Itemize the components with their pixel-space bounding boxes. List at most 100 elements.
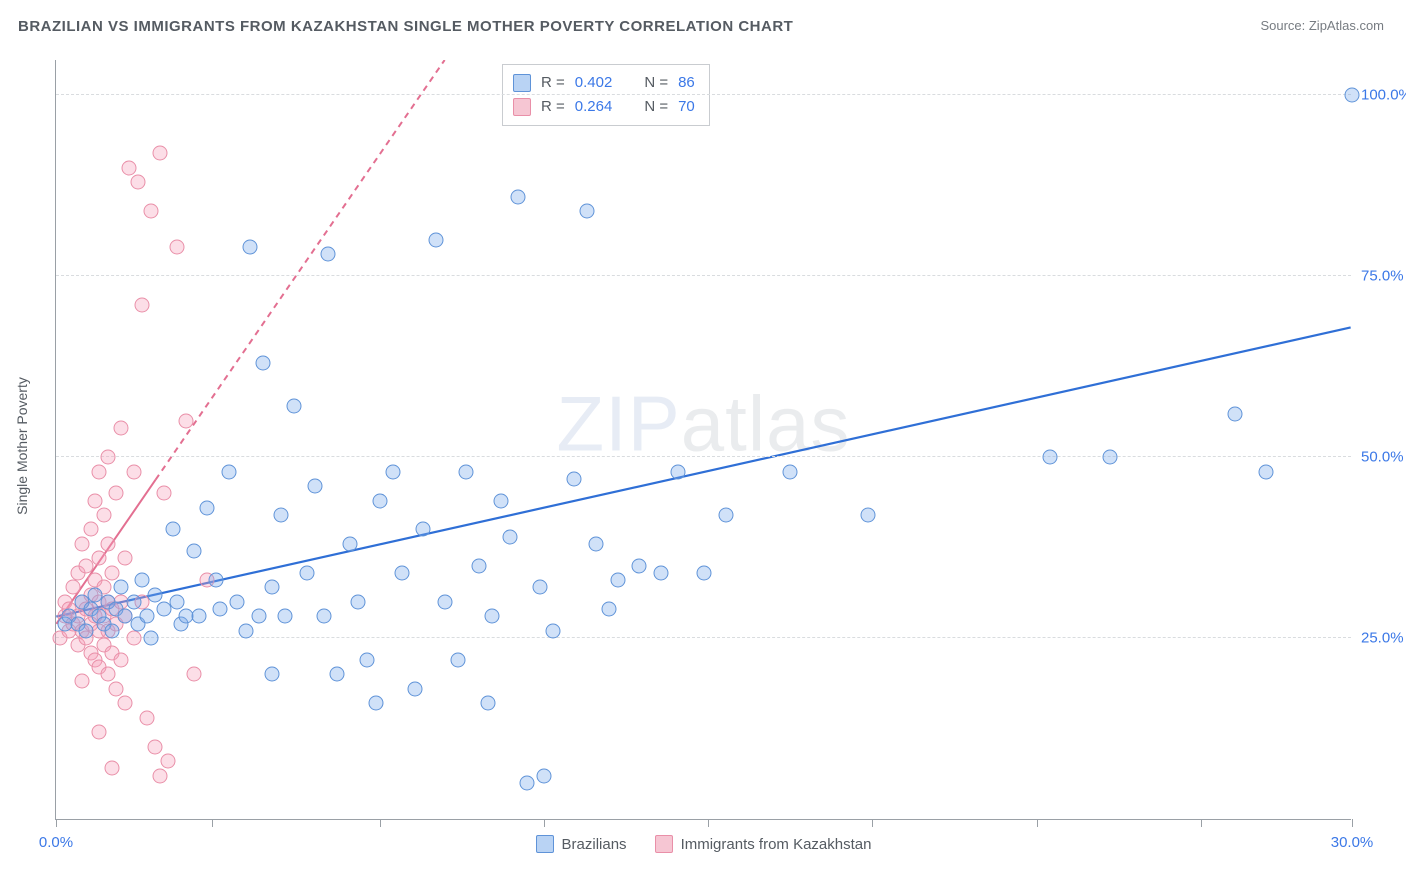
data-point [118,696,133,711]
data-point [113,652,128,667]
y-tick-label: 75.0% [1361,268,1406,285]
series-legend: BraziliansImmigrants from Kazakhstan [56,835,1351,853]
data-point [92,464,107,479]
x-tick [708,819,709,827]
data-point [580,204,595,219]
data-point [187,667,202,682]
x-tick-label: 0.0% [39,834,73,851]
x-tick [872,819,873,827]
data-point [83,522,98,537]
trend-lines-svg [56,60,1351,819]
data-point [321,247,336,262]
data-point [92,725,107,740]
data-point [273,508,288,523]
data-point [286,399,301,414]
y-axis-label: Single Mother Poverty [14,377,30,515]
data-point [567,471,582,486]
data-point [632,558,647,573]
data-point [200,500,215,515]
data-point [152,146,167,161]
data-point [299,565,314,580]
data-point [697,565,712,580]
data-point [485,609,500,624]
data-point [511,189,526,204]
data-point [148,587,163,602]
data-point [148,739,163,754]
data-point [74,674,89,689]
gridline-h [56,275,1351,276]
data-point [256,356,271,371]
x-tick [1037,819,1038,827]
data-point [351,594,366,609]
x-tick [56,819,57,827]
data-point [429,232,444,247]
data-point [861,508,876,523]
data-point [243,240,258,255]
data-point [1103,450,1118,465]
data-point [532,580,547,595]
legend-r-value: 0.402 [575,71,613,95]
y-tick-label: 50.0% [1361,449,1406,466]
data-point [308,479,323,494]
data-point [126,464,141,479]
data-point [502,529,517,544]
legend-n-label: N = [644,95,668,119]
data-point [157,486,172,501]
legend-item-label: Immigrants from Kazakhstan [681,836,872,853]
x-tick-label: 30.0% [1331,834,1374,851]
data-point [277,609,292,624]
y-tick-label: 100.0% [1361,87,1406,104]
data-point [126,594,141,609]
data-point [416,522,431,537]
legend-n-value: 70 [678,95,695,119]
data-point [96,508,111,523]
x-tick [212,819,213,827]
data-point [360,652,375,667]
legend-row: R = 0.402N = 86 [513,71,695,95]
data-point [1345,88,1360,103]
data-point [152,768,167,783]
data-point [1258,464,1273,479]
legend-swatch [536,835,554,853]
data-point [126,631,141,646]
data-point [105,623,120,638]
data-point [113,421,128,436]
data-point [187,544,202,559]
data-point [208,573,223,588]
chart-title: BRAZILIAN VS IMMIGRANTS FROM KAZAKHSTAN … [18,18,793,35]
legend-n-label: N = [644,71,668,95]
data-point [105,761,120,776]
data-point [79,623,94,638]
data-point [385,464,400,479]
data-point [144,631,159,646]
data-point [213,602,228,617]
legend-swatch [655,835,673,853]
scatter-plot-area: ZIPatlas R = 0.402N = 86R = 0.264N = 70 … [55,60,1351,820]
data-point [481,696,496,711]
data-point [178,413,193,428]
data-point [783,464,798,479]
data-point [135,573,150,588]
data-point [161,754,176,769]
data-point [66,580,81,595]
x-tick [380,819,381,827]
data-point [139,710,154,725]
data-point [144,204,159,219]
data-point [139,609,154,624]
data-point [671,464,686,479]
data-point [113,580,128,595]
data-point [239,623,254,638]
data-point [105,565,120,580]
data-point [109,681,124,696]
legend-swatch [513,74,531,92]
data-point [610,573,625,588]
data-point [252,609,267,624]
data-point [407,681,422,696]
legend-r-label: R = [541,71,565,95]
data-point [221,464,236,479]
data-point [191,609,206,624]
legend-r-label: R = [541,95,565,119]
legend-item: Immigrants from Kazakhstan [655,835,872,853]
data-point [718,508,733,523]
data-point [265,667,280,682]
